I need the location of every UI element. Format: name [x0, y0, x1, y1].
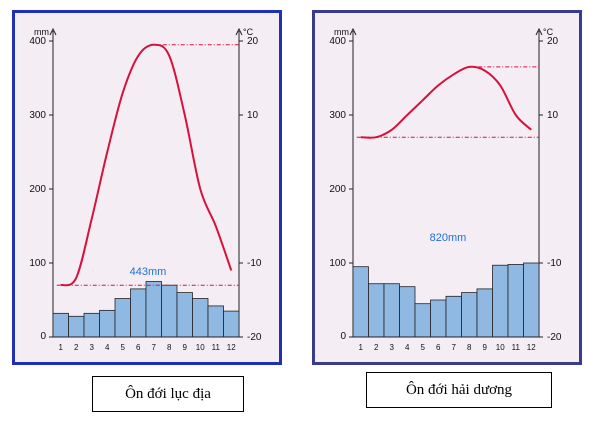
month-label: 12 — [527, 343, 536, 352]
month-label: 6 — [136, 343, 141, 352]
month-label: 4 — [105, 343, 110, 352]
precip-bar — [130, 288, 147, 338]
month-label: 11 — [212, 343, 221, 352]
precip-bar — [161, 284, 178, 338]
y-right-tick-label: -20 — [247, 332, 262, 343]
precip-bar — [368, 283, 385, 338]
y-left-tick-label: 100 — [329, 258, 346, 269]
y-left-tick-label: 0 — [340, 331, 346, 342]
y-right-tick-label: -20 — [547, 332, 562, 343]
precip-bar — [399, 286, 416, 338]
month-label: 8 — [167, 343, 172, 352]
month-label: 5 — [421, 343, 426, 352]
month-label: 2 — [374, 343, 379, 352]
precip-bar — [445, 295, 462, 338]
month-label: 2 — [74, 343, 79, 352]
month-label: 7 — [152, 343, 157, 352]
precip-bar — [207, 305, 224, 338]
y-left-tick-label: 0 — [40, 331, 46, 342]
climate-chart-left: mm °C 0 100 200 300 400 -20 -10 10 20 1 2 3 4 5 6 7 8 9 10 11… — [12, 10, 282, 365]
y-right-tick-label: 20 — [547, 36, 559, 47]
precip-bar — [52, 312, 69, 338]
precip-bar — [176, 292, 193, 338]
precip-bar — [414, 303, 431, 338]
y-left-tick-label: 300 — [29, 110, 46, 121]
month-label: 10 — [496, 343, 505, 352]
precip-bar — [99, 309, 116, 338]
month-label: 5 — [121, 343, 126, 352]
month-label: 10 — [196, 343, 205, 352]
precip-bar — [223, 310, 240, 338]
month-label: 6 — [436, 343, 441, 352]
y-right-unit: °C — [543, 27, 554, 37]
precip-bar — [523, 262, 540, 338]
climate-chart-right: mm °C 0 100 200 300 400 -20 -10 10 20 1 2 3 4 5 6 7 8 9 10 11… — [312, 10, 582, 365]
y-left-tick-label: 300 — [329, 110, 346, 121]
total-precip-label: 443mm — [130, 266, 167, 278]
month-label: 7 — [452, 343, 457, 352]
y-left-unit: mm — [34, 27, 49, 37]
month-label: 12 — [227, 343, 236, 352]
caption-left: Ôn đới lục địa — [92, 376, 244, 412]
month-label: 3 — [90, 343, 95, 352]
y-left-tick-label: 200 — [329, 184, 346, 195]
precip-bar — [68, 315, 85, 338]
y-right-tick-label: 10 — [547, 110, 559, 121]
y-right-tick-label: 20 — [247, 36, 259, 47]
month-label: 8 — [467, 343, 472, 352]
month-label: 9 — [183, 343, 188, 352]
caption-right: Ôn đới hải dương — [366, 372, 552, 408]
y-left-tick-label: 100 — [29, 258, 46, 269]
precip-bar — [507, 264, 524, 338]
y-left-unit: mm — [334, 27, 349, 37]
y-left-tick-label: 200 — [29, 184, 46, 195]
right-axis-arrow — [535, 27, 543, 36]
precip-bar — [476, 288, 493, 338]
right-axis-arrow — [235, 27, 243, 36]
precip-bar — [383, 283, 400, 338]
y-right-tick-label: -10 — [547, 258, 562, 269]
month-label: 9 — [483, 343, 488, 352]
precip-bar — [352, 266, 369, 338]
y-right-tick-label: 10 — [247, 110, 259, 121]
y-right-unit: °C — [243, 27, 254, 37]
temperature-line — [60, 43, 233, 287]
month-label: 4 — [405, 343, 410, 352]
y-left-tick-label: 400 — [329, 36, 346, 47]
temperature-line — [360, 65, 532, 139]
left-axis-arrow — [49, 27, 57, 36]
month-label: 1 — [359, 343, 364, 352]
precip-bar — [145, 281, 162, 338]
total-precip-label: 820mm — [430, 232, 467, 244]
month-label: 11 — [512, 343, 521, 352]
precip-bar — [83, 312, 100, 338]
precip-bar — [492, 264, 509, 338]
left-axis-arrow — [349, 27, 357, 36]
y-left-tick-label: 400 — [29, 36, 46, 47]
precip-bar — [461, 292, 478, 338]
month-label: 1 — [59, 343, 64, 352]
precip-bar — [114, 298, 131, 338]
precip-bar — [430, 299, 447, 338]
month-label: 3 — [390, 343, 395, 352]
precip-bar — [192, 298, 209, 338]
y-right-tick-label: -10 — [247, 258, 262, 269]
